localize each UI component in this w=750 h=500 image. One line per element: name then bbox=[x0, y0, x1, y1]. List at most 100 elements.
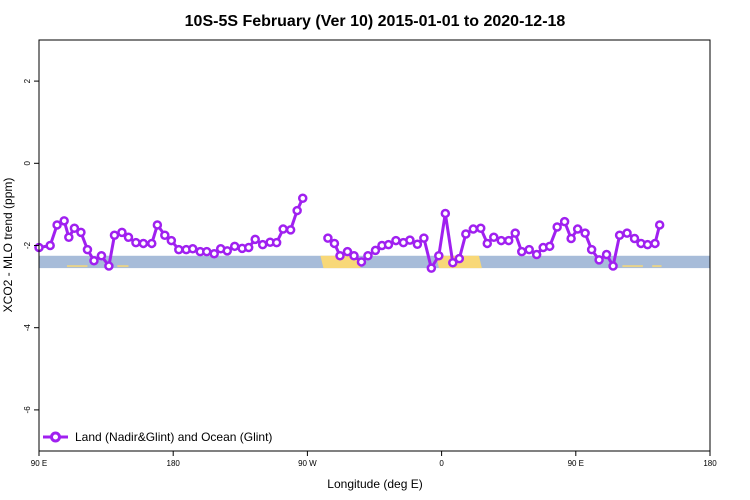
data-point-1-23 bbox=[482, 238, 493, 249]
data-point-0-37 bbox=[292, 205, 302, 216]
data-point-0-30 bbox=[243, 242, 254, 253]
data-point-0-14 bbox=[131, 237, 141, 248]
x-tick-label-1: 180 bbox=[167, 459, 181, 468]
data-point-0-19 bbox=[166, 235, 177, 246]
data-point-1-16 bbox=[434, 251, 444, 261]
data-point-1-43 bbox=[622, 228, 632, 238]
y-tick-label-2: -2 bbox=[23, 241, 32, 249]
data-point-1-29 bbox=[524, 244, 534, 255]
data-point-1-40 bbox=[601, 249, 612, 260]
data-point-0-10 bbox=[104, 261, 114, 271]
y-tick-label-0: -6 bbox=[23, 406, 32, 414]
data-point-1-33 bbox=[552, 222, 562, 232]
data-point-1-37 bbox=[580, 228, 590, 238]
data-point-0-15 bbox=[138, 238, 149, 249]
data-point-1-12 bbox=[405, 235, 415, 245]
data-point-0-18 bbox=[160, 230, 170, 240]
legend-marker-swatch bbox=[50, 431, 61, 443]
data-point-1-36 bbox=[572, 224, 583, 234]
data-point-1-42 bbox=[614, 230, 625, 240]
data-point-0-12 bbox=[117, 227, 127, 238]
x-axis-label: Longitude (deg E) bbox=[327, 477, 422, 491]
coast-band-0 bbox=[66, 265, 88, 268]
x-tick-label-0: 90 E bbox=[31, 459, 47, 468]
data-point-1-10 bbox=[391, 235, 401, 246]
data-point-1-2 bbox=[335, 251, 345, 261]
data-point-1-41 bbox=[608, 261, 618, 271]
data-point-0-5 bbox=[69, 223, 80, 233]
data-point-0-7 bbox=[82, 244, 93, 255]
data-point-0-35 bbox=[278, 224, 288, 234]
coast-band-2 bbox=[622, 265, 643, 268]
data-point-1-27 bbox=[510, 228, 520, 238]
data-point-1-14 bbox=[419, 233, 429, 243]
x-axis: 90 E 180 90 W 0 90 E 180 bbox=[31, 451, 717, 468]
data-point-0-6 bbox=[76, 227, 86, 238]
coast-band-3 bbox=[652, 265, 662, 268]
data-point-0-9 bbox=[96, 251, 107, 261]
data-point-0-11 bbox=[109, 230, 120, 240]
data-point-0-24 bbox=[202, 246, 212, 257]
ocean-band bbox=[39, 255, 710, 269]
data-point-1-6 bbox=[363, 251, 373, 261]
data-point-0-32 bbox=[257, 239, 268, 250]
data-point-0-36 bbox=[285, 225, 296, 235]
data-point-1-21 bbox=[468, 224, 479, 234]
data-point-0-38 bbox=[297, 193, 308, 203]
y-tick-label-3: 0 bbox=[23, 161, 32, 166]
data-point-0-8 bbox=[89, 255, 99, 266]
data-point-1-15 bbox=[426, 263, 437, 273]
data-point-1-39 bbox=[594, 255, 604, 265]
data-point-0-3 bbox=[59, 216, 69, 226]
data-point-0-17 bbox=[152, 220, 163, 230]
data-point-1-5 bbox=[356, 257, 367, 267]
y-tick-label-1: -4 bbox=[23, 324, 32, 332]
data-point-1-20 bbox=[461, 229, 471, 239]
data-point-1-28 bbox=[516, 246, 527, 257]
series-layer bbox=[34, 193, 665, 273]
data-point-0-25 bbox=[209, 248, 219, 259]
data-point-1-44 bbox=[629, 233, 640, 244]
data-point-0-13 bbox=[123, 232, 134, 243]
data-point-1-26 bbox=[503, 235, 514, 246]
data-point-0-28 bbox=[229, 241, 240, 252]
data-point-0-34 bbox=[271, 237, 282, 248]
data-point-1-46 bbox=[642, 239, 653, 250]
x-tick-label-3: 0 bbox=[439, 459, 444, 468]
data-point-1-32 bbox=[544, 241, 555, 252]
data-point-0-31 bbox=[250, 234, 260, 245]
coast-band-1 bbox=[117, 265, 129, 268]
data-point-0-16 bbox=[147, 238, 157, 249]
data-point-1-3 bbox=[342, 246, 353, 257]
data-point-1-1 bbox=[329, 238, 340, 249]
data-point-1-18 bbox=[448, 258, 458, 268]
data-point-1-35 bbox=[566, 233, 576, 244]
data-point-1-0 bbox=[323, 233, 333, 243]
y-axis: -6 -4 -2 0 2 bbox=[23, 78, 39, 413]
y-tick-label-4: 2 bbox=[23, 78, 32, 83]
data-point-1-47 bbox=[650, 238, 660, 249]
data-point-1-30 bbox=[531, 249, 542, 260]
data-point-1-25 bbox=[496, 235, 506, 246]
data-point-1-24 bbox=[489, 232, 499, 243]
legend-label: Land (Nadir&Glint) and Ocean (Glint) bbox=[75, 430, 272, 444]
x-tick-label-2: 90 W bbox=[298, 459, 317, 468]
data-point-1-22 bbox=[475, 223, 486, 233]
data-point-0-27 bbox=[222, 246, 233, 256]
data-point-1-34 bbox=[559, 216, 570, 227]
x-tick-label-5: 180 bbox=[703, 459, 717, 468]
x-tick-label-4: 90 E bbox=[568, 459, 584, 468]
data-point-1-48 bbox=[654, 220, 665, 230]
data-point-1-19 bbox=[454, 253, 465, 264]
data-point-1-38 bbox=[586, 244, 597, 255]
data-point-0-20 bbox=[174, 244, 184, 255]
data-point-1-17 bbox=[440, 208, 451, 219]
data-point-0-2 bbox=[52, 220, 62, 230]
y-axis-label: XCO2 - MLO trend (ppm) bbox=[1, 178, 15, 313]
chart-title: 10S-5S February (Ver 10) 2015-01-01 to 2… bbox=[185, 13, 566, 30]
data-point-1-13 bbox=[412, 239, 423, 250]
data-point-1-4 bbox=[349, 251, 359, 261]
data-point-1-7 bbox=[370, 245, 381, 256]
legend: Land (Nadir&Glint) and Ocean (Glint) bbox=[43, 430, 272, 444]
